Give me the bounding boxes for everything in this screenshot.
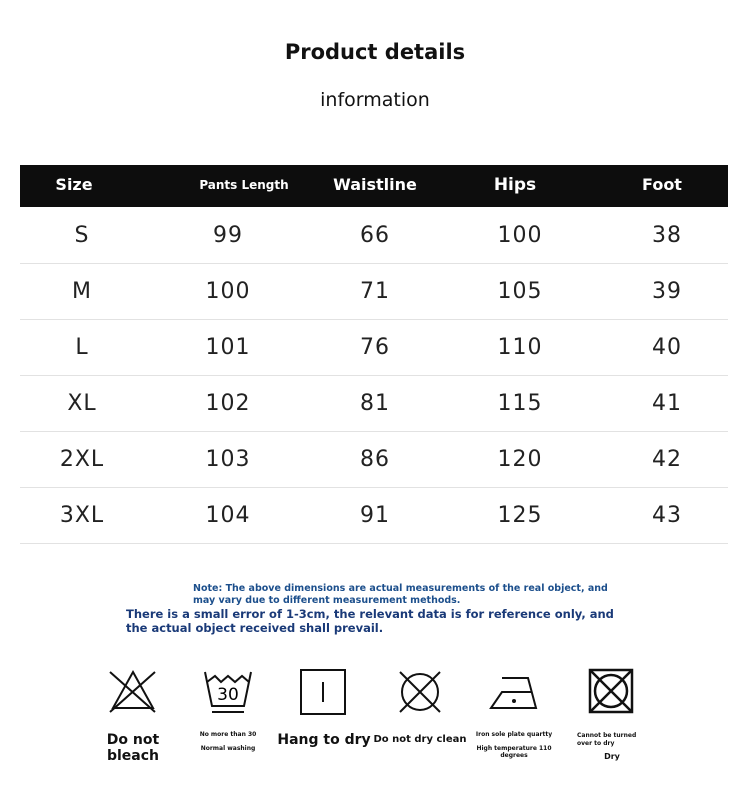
no-bleach-icon <box>109 669 156 713</box>
table-row: S 99 66 100 38 <box>20 207 728 264</box>
note-line: the actual object received shall prevail… <box>126 621 384 635</box>
table-cell: 101 <box>205 335 251 360</box>
header-waistline: Waistline <box>333 175 417 194</box>
table-cell: 91 <box>360 503 390 528</box>
wash-temp: 30 <box>217 685 239 705</box>
table-cell: 86 <box>360 447 390 472</box>
care-no-bleach: Do not bleach <box>83 668 183 764</box>
iron-icon <box>489 677 538 709</box>
care-label: Cannot be turned over to dry <box>577 732 637 747</box>
table-cell: 120 <box>497 447 543 472</box>
table-cell: 40 <box>652 335 682 360</box>
header-size: Size <box>55 175 93 194</box>
care-no-dry-clean: Do not dry clean <box>370 668 470 745</box>
table-cell: M <box>72 279 92 304</box>
header-pants-length: Pants Length <box>199 178 289 192</box>
table-cell: XL <box>67 391 97 416</box>
header-foot: Foot <box>642 175 682 194</box>
hang-dry-icon <box>300 669 346 715</box>
table-cell: 42 <box>652 447 682 472</box>
table-cell: 3XL <box>59 503 105 528</box>
table-cell: 125 <box>497 503 543 528</box>
table-cell: L <box>75 335 89 360</box>
care-label: Do not bleach <box>106 732 160 764</box>
table-cell: 105 <box>497 279 543 304</box>
table-cell: 66 <box>360 223 390 248</box>
care-label: No more than 30 <box>199 731 257 738</box>
care-label-secondary: Normal washing <box>200 745 256 752</box>
table-cell: 104 <box>205 503 251 528</box>
care-label-secondary: Dry <box>604 752 620 761</box>
table-cell: 41 <box>652 391 682 416</box>
note-line: may vary due to different measurement me… <box>193 595 461 606</box>
no-dry-clean-icon <box>399 671 441 713</box>
wash-30-icon: 30 <box>204 671 252 713</box>
table-cell: 110 <box>497 335 543 360</box>
table-cell: 99 <box>213 223 243 248</box>
page-title: Product details <box>284 40 466 64</box>
no-tumble-dry-icon <box>588 668 634 714</box>
care-no-tumble-dry: Cannot be turned over to dry Dry <box>562 668 662 761</box>
table-row: M 100 71 105 39 <box>20 263 728 320</box>
care-label-secondary: High temperature 110 degrees <box>476 745 552 759</box>
table-row: 2XL 103 86 120 42 <box>20 431 728 488</box>
care-wash-30: 30 No more than 30 Normal washing <box>178 668 278 752</box>
size-table-header: Size Pants Length Waistline Hips Foot <box>20 165 728 207</box>
table-cell: 115 <box>497 391 543 416</box>
table-cell: 43 <box>652 503 682 528</box>
table-cell: 103 <box>205 447 251 472</box>
table-row: L 101 76 110 40 <box>20 319 728 376</box>
table-cell: S <box>74 223 90 248</box>
care-iron: Iron sole plate quartty High temperature… <box>464 668 564 759</box>
care-label: Hang to dry <box>277 732 371 748</box>
table-cell: 81 <box>360 391 390 416</box>
table-cell: 102 <box>205 391 251 416</box>
table-cell: 39 <box>652 279 682 304</box>
error-note: There is a small error of 1-3cm, the rel… <box>126 607 614 635</box>
table-cell: 100 <box>205 279 251 304</box>
note-line: There is a small error of 1-3cm, the rel… <box>126 607 614 621</box>
table-cell: 71 <box>360 279 390 304</box>
header-hips: Hips <box>493 175 537 195</box>
care-label: Iron sole plate quartty <box>475 731 553 738</box>
table-cell: 2XL <box>59 447 105 472</box>
table-cell: 38 <box>652 223 682 248</box>
table-cell: 76 <box>360 335 390 360</box>
table-row: 3XL 104 91 125 43 <box>20 487 728 544</box>
page-subtitle: information <box>320 89 430 111</box>
table-row: XL 102 81 115 41 <box>20 375 728 432</box>
note-line: Note: The above dimensions are actual me… <box>193 583 608 594</box>
measurement-note: Note: The above dimensions are actual me… <box>193 583 608 607</box>
table-cell: 100 <box>497 223 543 248</box>
care-label: Do not dry clean <box>373 734 467 745</box>
care-hang-dry: Hang to dry <box>274 668 374 748</box>
